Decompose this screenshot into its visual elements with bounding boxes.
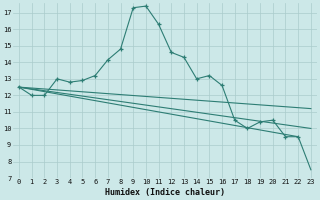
X-axis label: Humidex (Indice chaleur): Humidex (Indice chaleur) <box>105 188 225 197</box>
